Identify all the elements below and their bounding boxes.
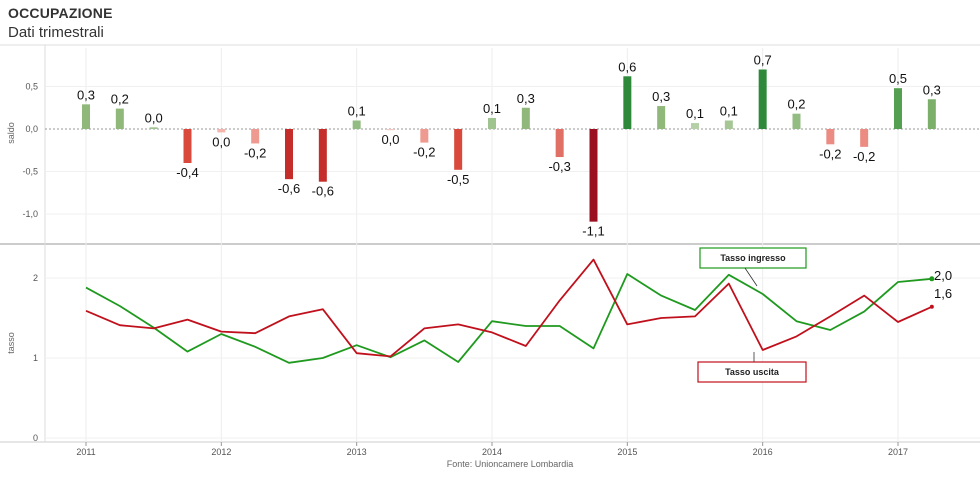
saldo-bar — [860, 129, 869, 147]
line-y-axis-title: tasso — [6, 332, 16, 354]
saldo-bar-label: 0,1 — [483, 101, 501, 116]
legend-annotation-uscita: Tasso uscita — [697, 352, 807, 383]
saldo-bar-label: 0,3 — [652, 89, 670, 104]
saldo-bar-label: 0,0 — [145, 110, 163, 125]
saldo-bars — [82, 69, 936, 222]
tasso-ingresso-end-marker — [929, 276, 935, 282]
saldo-bar-label: -0,6 — [312, 184, 334, 199]
saldo-bar — [386, 129, 395, 131]
saldo-bar-label: 0,2 — [787, 97, 805, 112]
saldo-bar — [251, 129, 260, 144]
bar-y-axis: 0,5 0,0 -0,5 -1,0 — [22, 82, 38, 220]
saldo-bar — [149, 127, 158, 129]
bar-y-tick-label: -0,5 — [22, 167, 38, 177]
saldo-bar — [826, 129, 835, 145]
x-tick-label: 2014 — [482, 447, 502, 457]
line-y-tick-label: 0 — [33, 433, 38, 443]
saldo-bar-label: 0,7 — [754, 53, 772, 68]
saldo-bar-labels: 0,3 0,2 0,0 -0,4 0,0 -0,2 -0,6 -0,6 0,1 0,0 -0,2 -0… — [77, 53, 941, 239]
saldo-bar — [758, 69, 767, 129]
legend-label-uscita: Tasso uscita — [725, 367, 780, 377]
x-tick-label: 2012 — [211, 447, 231, 457]
saldo-bar — [894, 88, 902, 129]
saldo-bar — [183, 129, 192, 163]
saldo-bar-label: 0,3 — [923, 82, 941, 97]
saldo-bar-label: 0,1 — [348, 104, 366, 119]
legend-label-ingresso: Tasso ingresso — [720, 253, 786, 263]
saldo-bar — [589, 129, 598, 222]
saldo-bar-label: -0,2 — [413, 145, 435, 160]
x-tick-label: 2017 — [888, 447, 908, 457]
saldo-bar-label: 0,0 — [381, 132, 399, 147]
saldo-bar — [724, 120, 733, 129]
tasso-uscita-end-marker — [929, 304, 934, 309]
saldo-bar-label: 0,5 — [889, 71, 907, 86]
saldo-bar — [82, 104, 90, 129]
source-note: Fonte: Unioncamere Lombardia — [447, 459, 574, 469]
saldo-bar — [420, 129, 429, 143]
saldo-bar-label: 0,3 — [517, 91, 535, 106]
saldo-bar — [285, 129, 293, 180]
bar-y-tick-label: 0,5 — [25, 82, 38, 92]
legend-pointer-ingresso — [744, 267, 758, 287]
saldo-bar-label: 0,1 — [686, 106, 704, 121]
line-y-tick-label: 2 — [33, 273, 38, 283]
chart-subtitle: Dati trimestrali — [8, 24, 104, 41]
legend-annotation-ingresso: Tasso ingresso — [699, 247, 807, 287]
x-tick-label: 2015 — [617, 447, 637, 457]
tasso-uscita-line — [85, 258, 933, 358]
saldo-bar — [927, 99, 936, 129]
bar-y-tick-label: 0,0 — [25, 124, 38, 134]
saldo-bar — [318, 129, 327, 182]
saldo-bar-label: 0,1 — [720, 104, 738, 119]
saldo-bar — [691, 123, 699, 129]
tasso-ingresso-line — [85, 273, 932, 364]
bar-y-tick-label: -1,0 — [22, 209, 38, 219]
saldo-bar-label: -0,5 — [447, 172, 469, 187]
saldo-bar — [217, 129, 226, 133]
x-axis: 2011 2012 2013 2014 2015 2016 2017 — [76, 442, 908, 457]
saldo-bar-label: -1,1 — [582, 224, 604, 239]
legend-box-uscita — [697, 361, 807, 383]
saldo-bar-label: -0,2 — [853, 149, 875, 164]
saldo-bar — [555, 129, 564, 158]
saldo-bar — [488, 117, 496, 129]
x-tick-label: 2011 — [76, 447, 95, 457]
end-label-uscita: 1,6 — [934, 286, 952, 301]
gridlines — [45, 48, 980, 442]
saldo-bar-label: -0,3 — [548, 159, 570, 174]
end-label-ingresso: 2,0 — [934, 268, 952, 283]
saldo-bar — [623, 76, 632, 129]
saldo-bar — [792, 113, 801, 129]
x-tick-label: 2013 — [347, 447, 367, 457]
line-y-axis: 2 1 0 — [33, 273, 38, 443]
saldo-bar — [454, 129, 463, 170]
saldo-bar-label: 0,2 — [111, 92, 129, 107]
x-tick-label: 2016 — [753, 447, 773, 457]
saldo-bar-label: -0,6 — [278, 181, 300, 196]
tasso-lines — [85, 258, 935, 364]
saldo-bar-label: -0,2 — [244, 145, 266, 160]
saldo-bar — [657, 106, 666, 129]
chart-title: OCCUPAZIONE — [8, 5, 113, 21]
bar-y-axis-title: saldo — [6, 122, 16, 144]
saldo-bar-label: 0,0 — [212, 134, 230, 149]
saldo-bar — [115, 108, 124, 129]
saldo-bar-label: 0,6 — [618, 59, 636, 74]
legend-box-ingresso — [699, 247, 807, 269]
saldo-bar — [352, 120, 361, 129]
saldo-bar-label: -0,2 — [819, 146, 841, 161]
line-y-tick-label: 1 — [33, 353, 38, 363]
saldo-bar — [521, 107, 530, 129]
saldo-bar-label: 0,3 — [77, 87, 95, 102]
saldo-bar-label: -0,4 — [176, 165, 198, 180]
